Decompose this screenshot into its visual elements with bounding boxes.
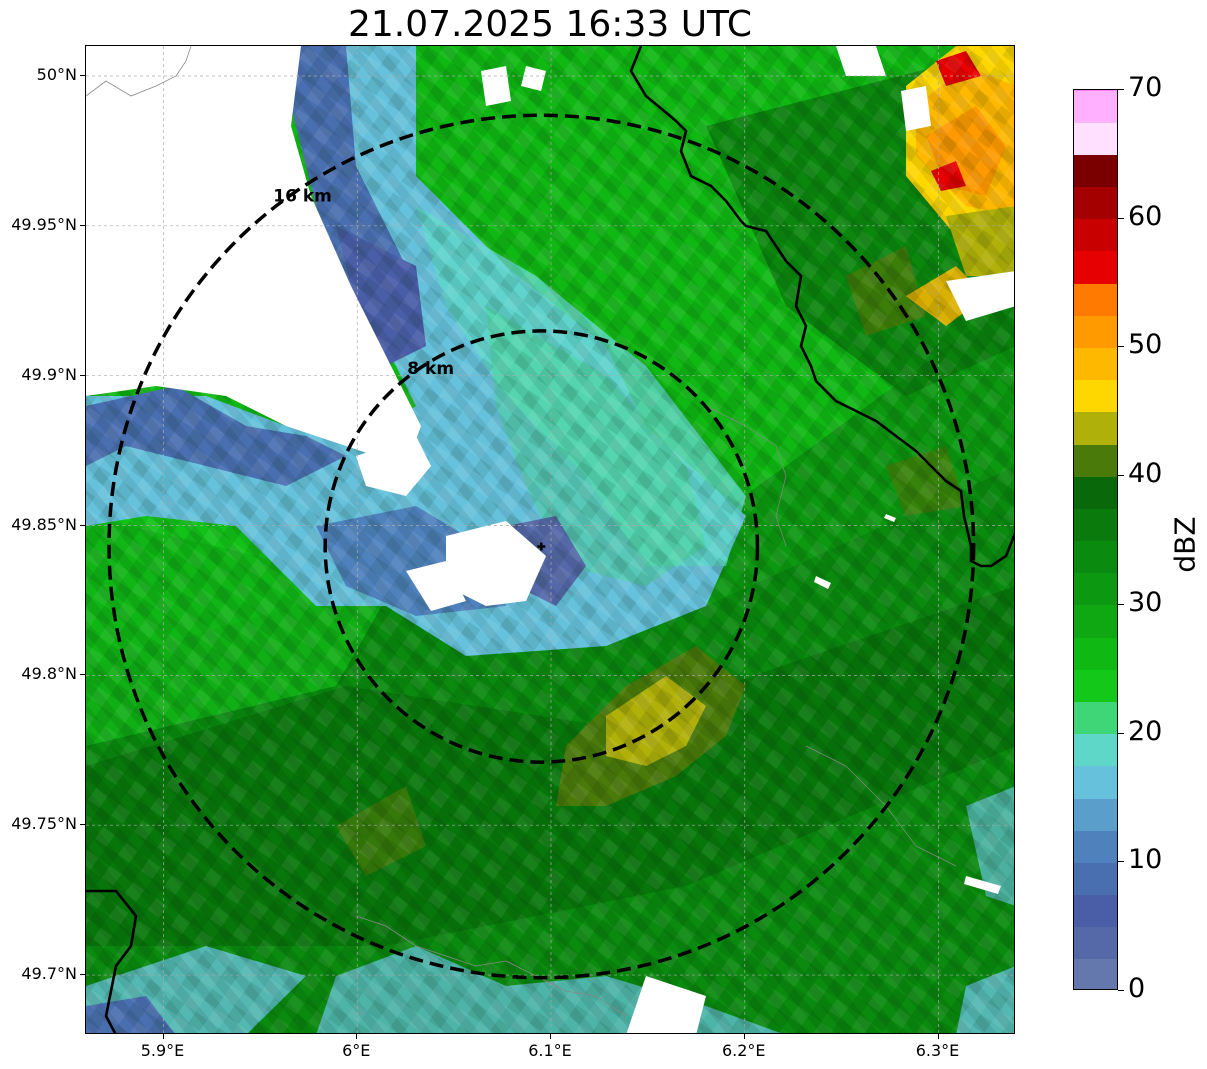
- lat-tick-label: 49.85°N: [11, 514, 77, 534]
- colorbar-tick: [1118, 732, 1124, 734]
- colorbar-segment: [1074, 572, 1117, 606]
- colorbar-segment: [1074, 797, 1117, 831]
- colorbar-tick: [1118, 89, 1124, 90]
- colorbar-tick: [1118, 861, 1124, 863]
- colorbar-segment: [1074, 862, 1117, 896]
- lon-tick-label: 6°E: [342, 1041, 371, 1060]
- lon-tick-label: 6.1°E: [528, 1041, 572, 1060]
- reflectivity-field: [86, 46, 1014, 1033]
- lat-tick-label: 49.95°N: [11, 214, 77, 234]
- colorbar-segment: [1074, 250, 1117, 284]
- lon-tick-label: 6.2°E: [721, 1041, 766, 1060]
- colorbar-segment: [1074, 540, 1117, 574]
- colorbar-tick: [1118, 475, 1124, 477]
- colorbar-tick-label: 50: [1128, 329, 1163, 361]
- colorbar-segment: [1074, 701, 1117, 735]
- colorbar-tick-label: 20: [1128, 715, 1163, 747]
- colorbar-tick-label: 70: [1128, 72, 1163, 103]
- colorbar-tick: [1118, 346, 1124, 348]
- range-rings: 8 km 16 km: [107, 113, 976, 980]
- colorbar-segment: [1074, 476, 1117, 509]
- lat-tick-label: 50°N: [36, 64, 77, 84]
- lat-tick: [80, 974, 85, 976]
- range-ring-8km: [323, 329, 760, 764]
- lon-tick: [937, 1034, 939, 1039]
- colorbar-segment: [1074, 637, 1117, 670]
- lat-tick: [80, 824, 85, 826]
- lon-tick-label: 6.3°E: [915, 1041, 960, 1060]
- lat-tick-label: 49.9°N: [21, 364, 77, 384]
- lon-tick: [162, 1034, 164, 1039]
- colorbar-segment: [1074, 443, 1117, 477]
- colorbar: [1073, 89, 1118, 990]
- lat-tick: [80, 74, 85, 76]
- radar-center-marker: [537, 542, 546, 551]
- lat-tick-label: 49.75°N: [11, 814, 77, 834]
- colorbar-tick-label: 30: [1128, 586, 1163, 618]
- colorbar-segment: [1074, 283, 1117, 316]
- range-ring-label: 8 km: [407, 359, 454, 379]
- colorbar-tick-label: 10: [1128, 844, 1163, 876]
- lat-tick: [80, 374, 85, 376]
- colorbar-segment: [1074, 90, 1117, 91]
- colorbar-segment: [1074, 604, 1117, 638]
- graticule: [86, 46, 1014, 1033]
- lat-tick-label: 49.7°N: [21, 964, 77, 984]
- colorbar-tick: [1118, 217, 1124, 219]
- lat-tick-label: 49.8°N: [21, 664, 77, 684]
- colorbar-segment: [1074, 379, 1117, 413]
- colorbar-segment: [1074, 830, 1117, 863]
- colorbar-segment: [1074, 733, 1117, 767]
- colorbar-segment: [1074, 765, 1117, 799]
- colorbar-segment: [1074, 958, 1117, 989]
- lat-tick: [80, 674, 85, 676]
- map-title: 21.07.2025 16:33 UTC: [347, 4, 753, 45]
- colorbar-tick: [1118, 990, 1124, 991]
- colorbar-tick-label: 40: [1128, 458, 1163, 490]
- colorbar-tick-label: 60: [1128, 200, 1163, 232]
- colorbar-title: dBZ: [1168, 516, 1202, 573]
- radar-map[interactable]: 8 km 16 km: [85, 45, 1015, 1034]
- lon-tick: [743, 1034, 745, 1039]
- lon-tick-label: 5.9°E: [140, 1041, 185, 1060]
- colorbar-segment: [1074, 154, 1117, 188]
- range-ring-label: 16 km: [273, 187, 332, 207]
- colorbar-segment: [1074, 90, 1117, 123]
- colorbar-tick: [1118, 603, 1124, 605]
- colorbar-segment: [1074, 411, 1117, 445]
- colorbar-segment: [1074, 122, 1117, 155]
- colorbar-segment: [1074, 894, 1117, 928]
- lat-tick: [80, 524, 85, 526]
- colorbar-segment: [1074, 186, 1117, 220]
- lon-tick: [550, 1034, 551, 1039]
- colorbar-segment: [1074, 218, 1117, 252]
- lon-tick: [356, 1034, 358, 1039]
- lat-tick: [80, 224, 85, 226]
- country-borders: [86, 46, 1014, 1033]
- colorbar-segment: [1074, 315, 1117, 349]
- colorbar-segment: [1074, 926, 1117, 960]
- colorbar-segment: [1074, 508, 1117, 542]
- colorbar-tick-label: 0: [1128, 973, 1146, 1004]
- colorbar-segment: [1074, 347, 1117, 381]
- range-ring-16km: [107, 113, 976, 980]
- colorbar-segment: [1074, 669, 1117, 702]
